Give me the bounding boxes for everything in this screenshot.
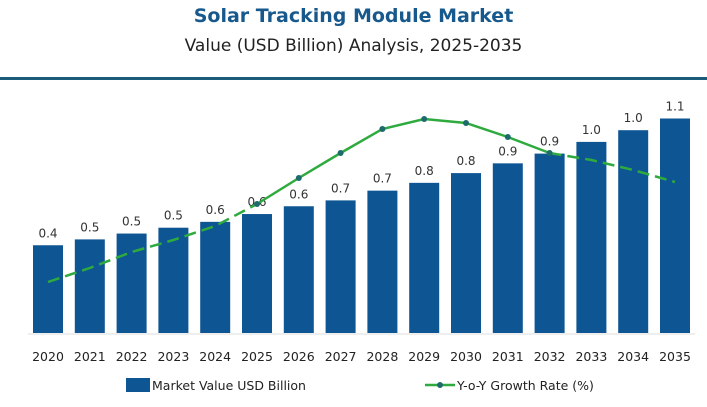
bar-label-2022: 0.5 xyxy=(122,215,141,229)
bar-label-2026: 0.6 xyxy=(289,187,308,201)
bar-2026 xyxy=(283,206,314,333)
bar-label-2035: 1.1 xyxy=(665,100,684,114)
legend-line-label: Y-o-Y Growth Rate (%) xyxy=(456,378,594,393)
bar-label-2028: 0.7 xyxy=(373,172,392,186)
bar-label-2023: 0.5 xyxy=(164,209,183,223)
bar-2025 xyxy=(242,214,272,333)
bar-label-2024: 0.6 xyxy=(206,203,225,217)
bar-label-2021: 0.5 xyxy=(80,220,99,234)
growth-point-2030 xyxy=(463,120,469,126)
x-tick-2021: 2021 xyxy=(74,349,106,364)
growth-line-dashed-start xyxy=(47,202,258,284)
x-tick-2020: 2020 xyxy=(32,349,64,364)
bar-2030 xyxy=(451,173,481,333)
bar-2034 xyxy=(618,130,649,333)
bar-2029 xyxy=(409,182,440,333)
x-tick-2028: 2028 xyxy=(366,349,398,364)
growth-point-2028 xyxy=(379,126,386,132)
growth-point-2029 xyxy=(421,116,428,122)
growth-point-2025 xyxy=(254,201,260,207)
legend-bar-swatch xyxy=(126,378,150,392)
bar-label-2029: 0.8 xyxy=(415,164,434,178)
bar-label-2032: 0.9 xyxy=(540,135,559,149)
x-tick-2026: 2026 xyxy=(283,349,315,364)
x-tick-2030: 2030 xyxy=(450,349,482,364)
bar-2021 xyxy=(74,239,105,333)
bar-2031 xyxy=(492,163,523,333)
chart-title: Solar Tracking Module Market xyxy=(193,5,514,27)
bar-label-2030: 0.8 xyxy=(456,154,475,168)
header-divider xyxy=(0,77,707,80)
bar-2028 xyxy=(367,190,398,333)
x-tick-2034: 2034 xyxy=(617,349,649,364)
x-tick-2025: 2025 xyxy=(241,349,273,364)
bar-2027 xyxy=(325,200,356,333)
legend-bar-label: Market Value USD Billion xyxy=(152,378,306,393)
bar-2035 xyxy=(660,118,690,333)
growth-point-2031 xyxy=(504,134,511,140)
x-tick-2024: 2024 xyxy=(199,349,231,364)
bar-label-2033: 1.0 xyxy=(582,123,601,137)
chart-subtitle: Value (USD Billion) Analysis, 2025-2035 xyxy=(184,36,523,56)
legend-line-marker xyxy=(437,382,443,388)
x-tick-2027: 2027 xyxy=(325,349,357,364)
bar-label-2034: 1.0 xyxy=(624,111,643,125)
bar-2032 xyxy=(534,153,565,333)
bar-2024 xyxy=(200,221,231,333)
bar-2020 xyxy=(33,245,63,333)
bar-2033 xyxy=(576,141,607,333)
bar-label-2020: 0.4 xyxy=(38,226,57,240)
x-tick-2035: 2035 xyxy=(659,349,691,364)
bar-label-2027: 0.7 xyxy=(331,181,350,195)
bar-label-2031: 0.9 xyxy=(498,144,517,158)
bar-2023 xyxy=(158,227,189,333)
x-tick-2022: 2022 xyxy=(116,349,148,364)
x-tick-2031: 2031 xyxy=(492,349,524,364)
growth-line-dashed-end xyxy=(549,151,676,184)
x-tick-2032: 2032 xyxy=(534,349,566,364)
x-tick-2023: 2023 xyxy=(157,349,189,364)
growth-point-2026 xyxy=(295,175,302,181)
x-tick-2029: 2029 xyxy=(408,349,440,364)
growth-point-2027 xyxy=(337,150,344,156)
growth-line-solid xyxy=(256,117,551,206)
growth-point-2032 xyxy=(546,150,553,156)
x-tick-2033: 2033 xyxy=(575,349,607,364)
